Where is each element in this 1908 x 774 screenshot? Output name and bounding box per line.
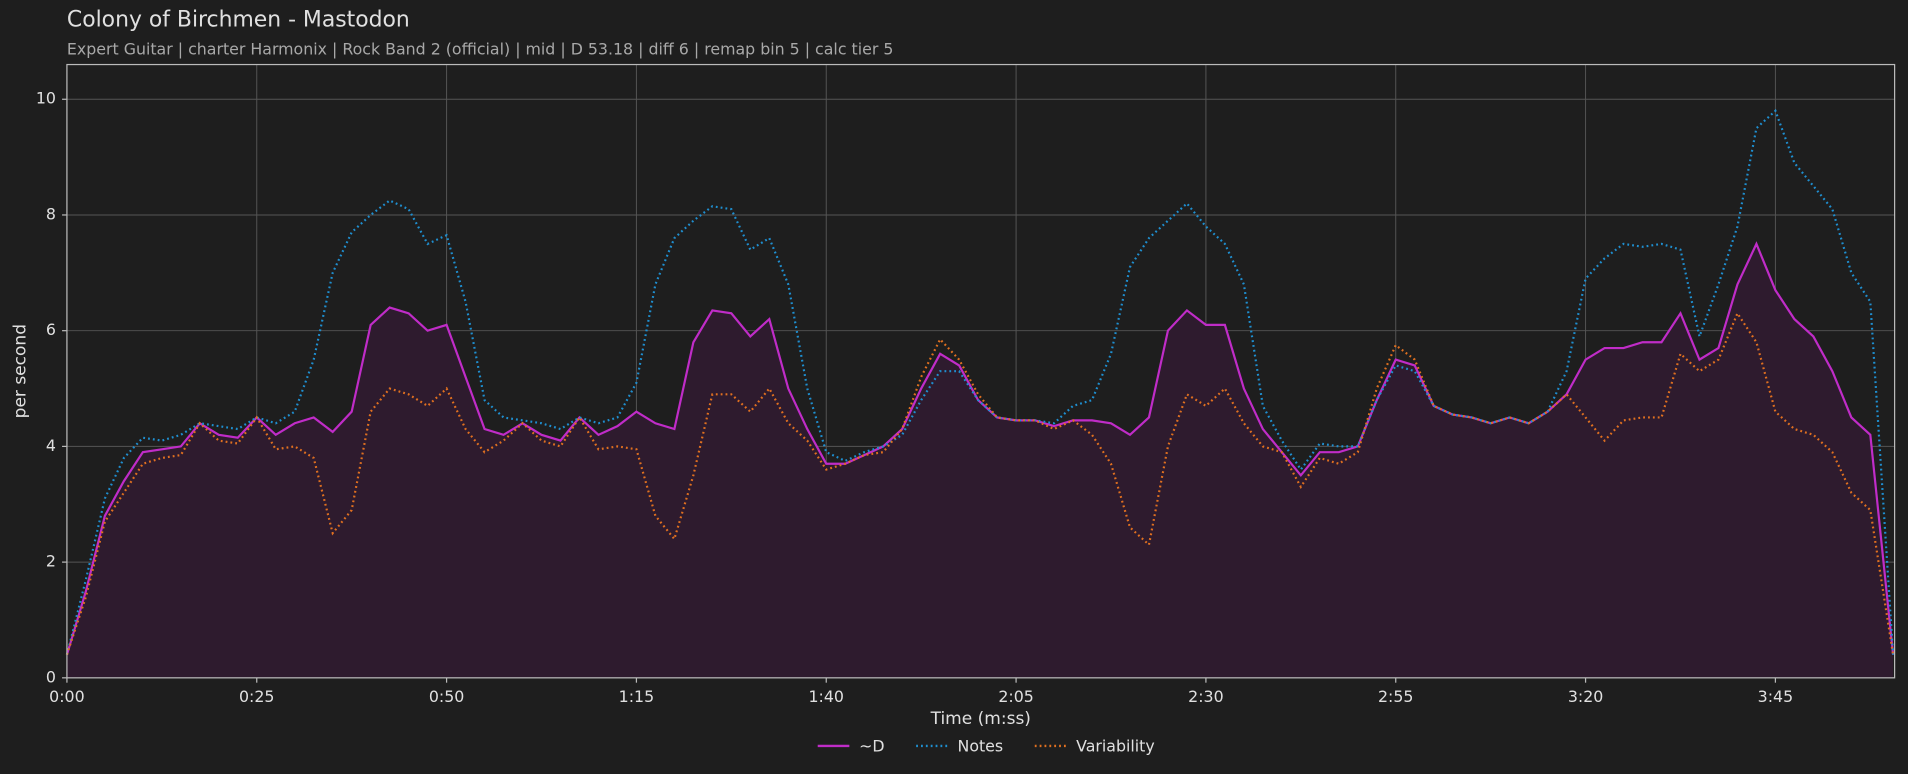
line (65, 108, 1895, 655)
x-tick-label: 3:45 (1758, 687, 1793, 706)
x-tick-label: 2:55 (1378, 687, 1413, 706)
x-axis-label: Time (m:ss) (930, 709, 1031, 729)
x-tick-label: 0:25 (239, 687, 274, 706)
y-tick-label: 10 (36, 89, 56, 108)
line (65, 310, 1895, 656)
y-tick-label: 2 (46, 552, 56, 571)
x-tick-label: 0:50 (429, 687, 464, 706)
x-tick-label: 1:15 (619, 687, 654, 706)
legend-label: ~D (859, 737, 884, 756)
y-tick-label: 0 (46, 667, 56, 686)
legend-label: Variability (1076, 737, 1155, 756)
x-tick-label: 3:20 (1568, 687, 1603, 706)
y-tick-label: 4 (46, 436, 56, 455)
x-tick-label: 2:05 (998, 687, 1033, 706)
chart-subtitle: Expert Guitar | charter Harmonix | Rock … (67, 39, 893, 58)
y-axis-label: per second (11, 324, 31, 418)
x-tick-label: 2:30 (1188, 687, 1223, 706)
y-tick-label: 8 (46, 204, 56, 223)
chart-title: Colony of Birchmen - Mastodon (67, 8, 410, 33)
x-tick-label: 0:00 (49, 687, 84, 706)
plot-frame (66, 63, 1896, 679)
x-tick-label: 1:40 (809, 687, 844, 706)
legend-label: Notes (958, 737, 1004, 756)
area (66, 243, 1894, 678)
y-tick-label: 6 (46, 320, 56, 339)
